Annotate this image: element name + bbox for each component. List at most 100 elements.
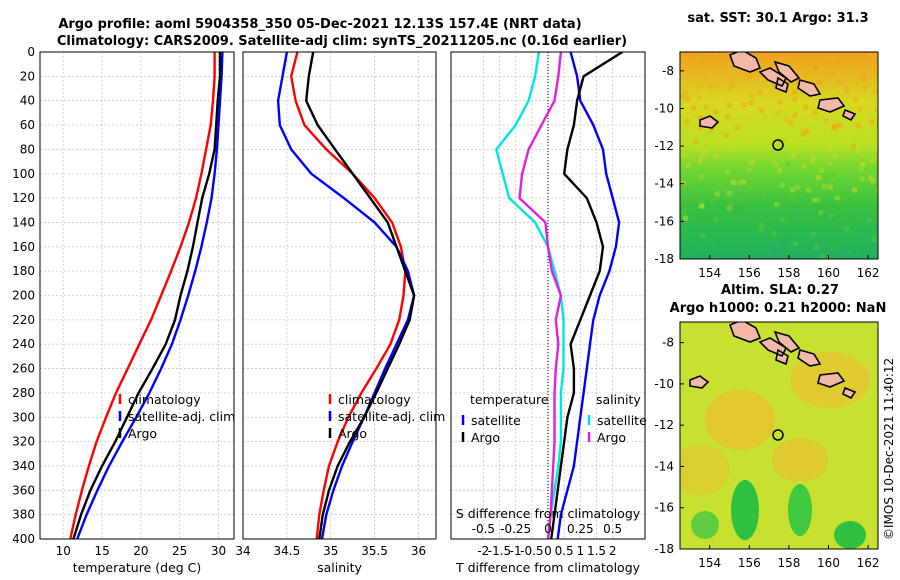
map-y-tick-label: -12: [654, 139, 674, 153]
map-y-tick-label: -18: [654, 252, 674, 266]
main-title-line1: Argo profile: aoml 5904358_350 05-Dec-20…: [58, 17, 581, 32]
sla-argo-position: [772, 429, 784, 441]
map-x-tick-label: 160: [817, 556, 840, 570]
sla-map-title-line1: Altim. SLA: 0.27: [721, 283, 839, 298]
legend-label: satellite: [471, 413, 521, 428]
s-axis-label: S difference from climatology: [456, 506, 641, 521]
y-tick-label: 200: [12, 289, 35, 303]
map-y-tick-label: -10: [654, 377, 674, 391]
legend-label: Argo: [597, 430, 626, 445]
legend-label: climatology: [128, 392, 201, 407]
y-tick-label: 340: [12, 459, 35, 473]
legend-title-temperature: temperature: [470, 392, 549, 407]
x-tick-label: 35.5: [361, 544, 388, 558]
map-y-tick-label: -12: [654, 418, 674, 432]
y-tick-label: 40: [20, 94, 35, 108]
x-tick-label: 2: [609, 544, 617, 558]
legend-label: Argo: [128, 426, 157, 441]
y-tick-label: 300: [12, 410, 35, 424]
series-line-s-argo: [518, 52, 563, 539]
x-tick-label: 34: [235, 544, 250, 558]
y-tick-label: 280: [12, 386, 35, 400]
map-y-tick-label: -16: [654, 214, 674, 228]
y-tick-label: 80: [20, 142, 35, 156]
series-line-climatology: [69, 52, 216, 539]
x-tick-label: 0: [544, 544, 552, 558]
series-line-argo: [72, 52, 222, 539]
map-x-tick-label: 156: [738, 556, 761, 570]
main-title-line2: Climatology: CARS2009. Satellite-adj cli…: [57, 34, 627, 49]
x-tick-label: 10: [56, 544, 71, 558]
y-tick-label: 220: [12, 313, 35, 327]
y-tick-label: 140: [12, 215, 35, 229]
map-y-tick-label: -16: [654, 501, 674, 515]
y-tick-label: 20: [20, 69, 35, 83]
x-tick-label: -1.5: [488, 544, 511, 558]
series-line-satellite-adj-clim: [76, 52, 224, 539]
difference-panel: -2-1.5-1-0.5 0 0.5 1 1.5 2T difference from c…: [450, 51, 647, 575]
legend-label: satellite-adj. clim: [128, 409, 235, 424]
map-y-tick-label: -18: [654, 542, 674, 556]
legend-label: satellite-adj. clim: [338, 409, 445, 424]
x-axis-label: temperature (deg C): [73, 560, 202, 575]
series-line-argo: [305, 52, 416, 539]
x-tick-label: 25: [172, 544, 187, 558]
map-x-tick-label: 158: [777, 556, 800, 570]
salinity-panel: 34 34.5 35 35.5 36 salinity climatology satelli…: [235, 51, 445, 575]
sla-map-title-line2: Argo h1000: 0.21 h2000: NaN: [670, 301, 887, 316]
x-tick-label: 1.5: [587, 544, 606, 558]
y-tick-label: 100: [12, 167, 35, 181]
sst-argo-position: [772, 139, 784, 151]
series-line-t-argo: [550, 52, 624, 539]
sla-map: 154 156 158 160 162 -8 -10 -12 -14 -16 -18: [654, 321, 880, 570]
sst-map-title: sat. SST: 30.1 Argo: 31.3: [687, 11, 868, 26]
map-x-tick-label: 154: [698, 556, 721, 570]
y-tick-label: 240: [12, 337, 35, 351]
temperature-panel: 0 20 40 60 80 100 120 140 160 180 200 220 240 260 280 3…: [12, 45, 235, 575]
s-tick-label: -0.25: [500, 522, 531, 536]
x-tick-label: -1: [510, 544, 522, 558]
map-x-tick-label: 160: [817, 266, 840, 280]
x-tick-label: -0.5: [520, 544, 543, 558]
x-tick-label: 0.5: [555, 544, 574, 558]
y-tick-label: 260: [12, 362, 35, 376]
map-y-tick-label: -8: [662, 336, 674, 350]
x-tick-label: 20: [133, 544, 148, 558]
series-line-climatology: [290, 52, 407, 539]
legend-label: climatology: [338, 392, 411, 407]
y-tick-label: 0: [27, 45, 35, 59]
y-tick-label: 380: [12, 508, 35, 522]
x-tick-label: 34.5: [274, 544, 301, 558]
map-x-tick-label: 162: [857, 266, 880, 280]
x-tick-label: 36: [411, 544, 426, 558]
y-tick-label: 320: [12, 435, 35, 449]
map-y-tick-label: -14: [654, 177, 674, 191]
map-y-tick-label: -10: [654, 101, 674, 115]
legend-label: satellite: [597, 413, 647, 428]
legend-title-salinity: salinity: [596, 392, 641, 407]
x-tick-label: 15: [94, 544, 109, 558]
map-y-tick-label: -8: [662, 64, 674, 78]
x-tick-label: 1: [577, 544, 585, 558]
s-tick-label: 0.25: [567, 522, 594, 536]
legend-label: Argo: [338, 426, 367, 441]
y-tick-label: 160: [12, 240, 35, 254]
sst-land: [699, 52, 857, 129]
y-tick-label: 120: [12, 191, 35, 205]
x-axis-label: T difference from climatology: [455, 560, 641, 575]
x-tick-label: 30: [211, 544, 226, 558]
map-x-tick-label: 162: [857, 556, 880, 570]
map-x-tick-label: 156: [738, 266, 761, 280]
y-tick-label: 60: [20, 118, 35, 132]
map-x-tick-label: 158: [777, 266, 800, 280]
y-tick-label: 360: [12, 483, 35, 497]
s-tick-label: 0.5: [603, 522, 622, 536]
legend-label: Argo: [471, 430, 500, 445]
y-tick-label: 400: [12, 532, 35, 546]
x-axis-label: salinity: [317, 560, 362, 575]
s-tick-label: 0: [544, 522, 552, 536]
x-tick-label: -2: [477, 544, 489, 558]
sla-land: [689, 322, 857, 400]
x-tick-label: 35: [323, 544, 338, 558]
y-tick-label: 180: [12, 264, 35, 278]
